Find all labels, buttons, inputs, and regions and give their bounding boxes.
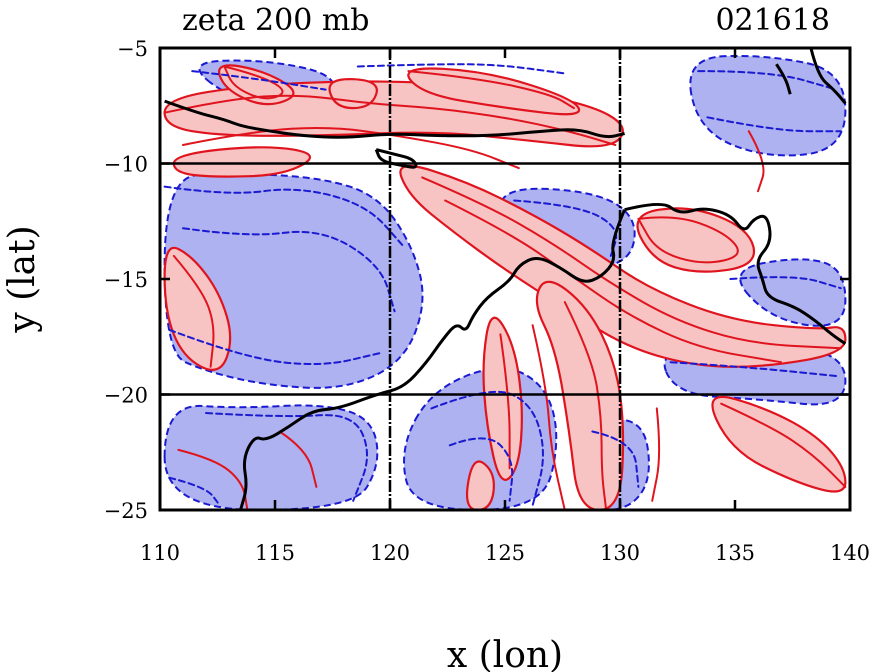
- x-tick-label-140: 140: [830, 541, 870, 565]
- negative-contour-line-19: [205, 412, 368, 502]
- negative-contour-line-22: [669, 361, 838, 377]
- negative-vorticity-region-1: [163, 404, 379, 510]
- x-tick-label-130: 130: [600, 541, 640, 565]
- x-tick-label-115: 115: [255, 541, 295, 565]
- coastline-segment-3: [809, 48, 847, 105]
- y-tick-label--15: −15: [104, 268, 148, 292]
- positive-contour-line-12: [177, 448, 249, 510]
- positive-contour-line-11: [407, 70, 575, 110]
- coastline-segment-2: [775, 63, 792, 95]
- negative-contour-line-24: [706, 116, 842, 133]
- x-tick-label-135: 135: [715, 541, 755, 565]
- negative-contour-line-17: [182, 227, 396, 313]
- negative-contour-line-23: [697, 70, 838, 91]
- plot-frame: [158, 46, 852, 512]
- x-tick-label-120: 120: [370, 541, 410, 565]
- positive-contour-line-7: [637, 216, 739, 264]
- y-tick-label--10: −10: [104, 153, 148, 177]
- chart-title: zeta 200 mb: [182, 3, 370, 38]
- contour-lines-layer: [163, 63, 847, 510]
- positive-contour-line-5: [531, 324, 566, 510]
- y-tick-label--25: −25: [104, 499, 148, 523]
- positive-vorticity-region-15: [482, 316, 523, 481]
- negative-contour-line-20: [430, 390, 544, 507]
- coastline-segment-0: [164, 99, 625, 139]
- y-axis-label: y (lat): [2, 225, 43, 333]
- negative-contour-line-18: [168, 328, 382, 366]
- positive-vorticity-region-20: [465, 460, 495, 510]
- negative-contour-line-30: [168, 476, 221, 507]
- positive-contour-line-1: [182, 127, 520, 170]
- positive-contour-line-9: [172, 254, 215, 368]
- positive-contour-line-8: [720, 402, 847, 488]
- coastline-segment-5: [239, 209, 626, 510]
- positive-contour-line-14: [651, 407, 661, 502]
- negative-contour-line-29: [356, 63, 566, 75]
- positive-contour-line-6: [499, 333, 511, 470]
- negative-contour-line-27: [191, 70, 327, 91]
- positive-contour-line-10: [223, 65, 284, 100]
- positive-contour-line-15: [747, 130, 765, 193]
- coastline-layer: [164, 48, 847, 510]
- tick-labels-layer: 110 115 120 125 130 135 140 −5 −10 −15 −20 −25: [104, 37, 870, 565]
- y-tick-label--20: −20: [104, 384, 148, 408]
- negative-contour-line-26: [729, 276, 842, 290]
- positive-vorticity-region-13: [399, 164, 847, 368]
- positive-contour-line-4: [563, 301, 608, 510]
- x-axis-label: x (lon): [447, 635, 563, 672]
- positive-contour-line-2: [421, 176, 842, 350]
- gridlines-layer: [160, 48, 850, 510]
- positive-contour-line-3: [444, 199, 782, 364]
- negative-contour-line-21: [448, 437, 514, 502]
- positive-vorticity-region-11: [407, 67, 581, 116]
- positive-vorticity-region-16: [636, 207, 756, 273]
- x-tick-label-110: 110: [140, 541, 180, 565]
- coastline-segment-4: [624, 202, 847, 345]
- positive-vorticity-region-17: [711, 395, 847, 493]
- positive-vorticity-region-10: [218, 64, 295, 106]
- time-label: 021618: [715, 3, 830, 38]
- negative-contour-line-16: [163, 185, 405, 248]
- positive-contour-line-13: [278, 430, 318, 488]
- x-tick-label-125: 125: [485, 541, 525, 565]
- y-tick-label--5: −5: [117, 37, 148, 61]
